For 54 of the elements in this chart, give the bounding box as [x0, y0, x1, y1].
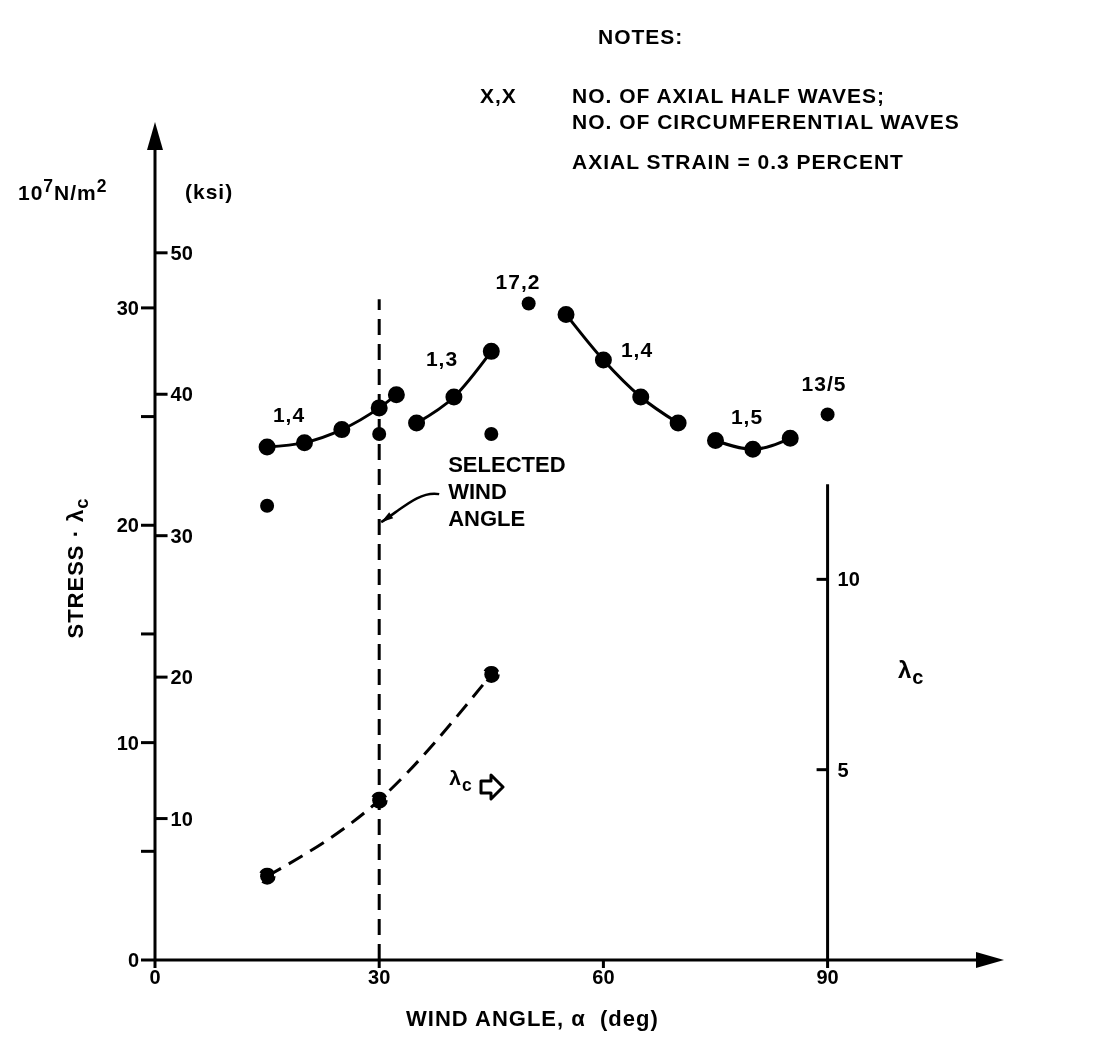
point: [333, 421, 351, 439]
text: X,X: [480, 84, 517, 108]
annotation: 1,4: [272, 403, 306, 427]
point: [387, 386, 405, 404]
y-tick-label: 0: [127, 949, 139, 972]
y-tick-label: 10: [116, 731, 139, 754]
point: [370, 399, 388, 417]
point: [408, 414, 426, 432]
point: [706, 431, 724, 449]
point: [781, 429, 799, 447]
text: NO. OF CIRCUMFERENTIAL WAVES: [572, 110, 960, 134]
y2-tick-label: 50: [170, 241, 193, 264]
y2-tick-label: 30: [170, 524, 193, 547]
annotation: 13/5: [801, 372, 847, 396]
text: NOTES:: [598, 25, 684, 49]
y2-tick-label: 10: [170, 807, 193, 830]
x-tick-label: 0: [149, 966, 161, 989]
point: [258, 438, 276, 456]
annotation: 1,4: [620, 338, 654, 362]
point: [557, 305, 575, 323]
y-tick-label: 30: [116, 296, 139, 319]
point: [484, 426, 499, 441]
y2-tick-label: 40: [170, 383, 193, 406]
x-axis-title: WIND ANGLE, α (deg): [406, 1006, 659, 1032]
x-tick-label: 30: [368, 966, 391, 989]
y-tick-label: 20: [116, 514, 139, 537]
point: [744, 440, 762, 458]
point: [594, 351, 612, 369]
annotation: λ$_{c}$: [449, 766, 473, 796]
x-tick-label: 90: [816, 966, 839, 989]
point: [632, 388, 650, 406]
text: NO. OF AXIAL HALF WAVES;: [572, 84, 885, 108]
point: [295, 434, 313, 452]
point: [482, 342, 500, 360]
annotation: 17,2: [495, 270, 541, 294]
y2-axis-title: (ksi): [185, 180, 234, 204]
point: [258, 867, 276, 885]
point: [482, 666, 500, 684]
point: [521, 296, 536, 311]
point: [370, 791, 388, 809]
x-tick-label: 60: [592, 966, 615, 989]
annotation: AXIAL STRAIN = 0.3 PERCENT: [572, 150, 904, 174]
point: [669, 414, 687, 432]
ref-line-label: SELECTED WIND ANGLE: [448, 452, 566, 532]
text: 10$^{7}$N/m$^{2}$: [18, 176, 108, 205]
y2-tick-label: 20: [170, 666, 193, 689]
y3-tick-label: 5: [837, 758, 849, 781]
point: [820, 407, 835, 422]
y3-axis-title: λ$_{c}$: [898, 656, 925, 689]
annotation: 1,5: [730, 405, 764, 429]
point: [372, 426, 387, 441]
point: [260, 498, 275, 513]
annotation: 1,3: [425, 347, 459, 371]
y3-tick-label: 10: [837, 568, 860, 591]
